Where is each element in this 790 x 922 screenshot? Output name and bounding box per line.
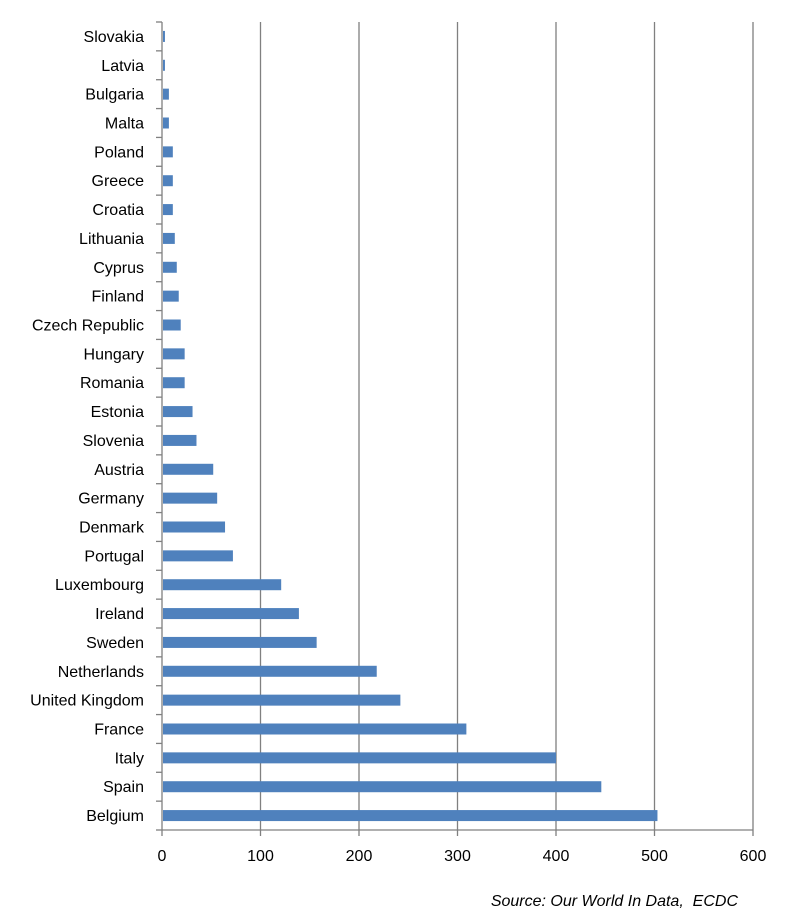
x-tick-label-400: 400 [543,848,570,865]
category-label-poland: Poland [94,144,144,161]
x-tick-labels: 0 100 200 300 400 500 600 [158,848,767,865]
category-label-austria: Austria [94,462,144,479]
bar-germany [163,492,218,504]
category-label-cyprus: Cyprus [93,260,144,277]
category-label-slovakia: Slovakia [84,29,145,46]
x-tick-label-500: 500 [641,848,668,865]
category-label-france: France [94,722,144,739]
category-label-germany: Germany [78,491,144,508]
grid-layer [259,22,754,830]
category-label-denmark: Denmark [79,520,145,537]
bar-croatia [163,204,173,216]
category-label-czech-republic: Czech Republic [32,318,144,335]
category-label-luxembourg: Luxembourg [55,577,144,594]
category-label-belgium: Belgium [86,808,144,825]
x-tick-label-300: 300 [444,848,471,865]
bar-czech-republic [163,319,181,331]
bar-austria [163,463,214,475]
bar-france [163,723,467,735]
bar-layer [163,30,658,822]
bar-estonia [163,406,193,418]
category-label-latvia: Latvia [101,58,144,75]
bar-portugal [163,550,233,562]
bar-latvia [163,59,165,71]
bar-romania [163,377,185,389]
category-label-greece: Greece [92,173,145,190]
bar-poland [163,146,173,158]
bar-united-kingdom [163,694,401,706]
category-label-lithuania: Lithuania [79,231,144,248]
category-label-netherlands: Netherlands [58,664,144,681]
category-label-spain: Spain [103,779,144,796]
bar-ireland [163,608,299,620]
category-label-bulgaria: Bulgaria [85,87,144,104]
category-label-malta: Malta [105,116,144,133]
bar-malta [163,117,169,129]
bar-finland [163,290,179,302]
bar-italy [163,752,556,764]
bar-denmark [163,521,226,533]
x-tick-label-600: 600 [740,848,767,865]
bar-slovenia [163,434,197,446]
bar-luxembourg [163,579,282,591]
category-label-estonia: Estonia [91,404,144,421]
source-note: Source: Our World In Data, ECDC [490,893,738,910]
x-tick-label-0: 0 [158,848,167,865]
bar-spain [163,781,602,793]
bar-cyprus [163,261,177,273]
category-label-italy: Italy [115,750,144,767]
axis-layer [156,21,754,836]
bar-sweden [163,636,317,648]
category-label-finland: Finland [92,289,144,306]
category-label-slovenia: Slovenia [83,433,144,450]
bar-hungary [163,348,185,360]
x-tick-label-100: 100 [247,848,274,865]
category-label-romania: Romania [80,375,144,392]
bar-netherlands [163,665,377,677]
bar-bulgaria [163,88,169,100]
bar-slovakia [163,30,165,42]
bar-lithuania [163,232,175,244]
category-labels: Slovakia Latvia Bulgaria Malta Poland Greece C… [30,29,145,825]
category-label-ireland: Ireland [95,606,144,623]
x-tick-label-200: 200 [346,848,373,865]
bar-greece [163,175,173,187]
category-label-portugal: Portugal [84,548,144,565]
category-label-croatia: Croatia [92,202,144,219]
bar-belgium [163,810,658,822]
category-label-sweden: Sweden [86,635,144,652]
category-label-hungary: Hungary [84,346,144,363]
category-label-united-kingdom: United Kingdom [30,693,144,710]
